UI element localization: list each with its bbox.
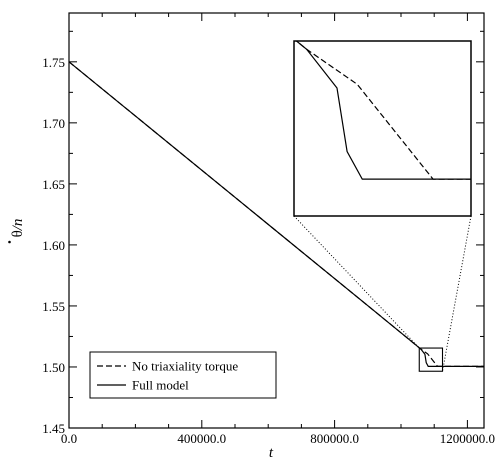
y-tick-label: 1.55 <box>42 299 65 314</box>
legend-label: Full model <box>132 378 189 393</box>
legend-box <box>89 351 277 399</box>
x-tick-label: 1200000.0 <box>440 431 495 446</box>
y-axis: 1.45 1.50 1.55 1.60 1.65 1.70 1.75 <box>42 30 484 436</box>
x-tick-label: 400000.0 <box>177 431 226 446</box>
y-axis-label-rest: /n <box>10 219 26 232</box>
y-axis-label: θ/n <box>8 219 26 244</box>
x-axis-label: t <box>269 445 274 460</box>
y-tick-label: 1.75 <box>42 55 65 70</box>
y-tick-label: 1.45 <box>42 421 65 436</box>
x-tick-label: 0.0 <box>61 431 77 446</box>
main-plot <box>68 12 485 429</box>
series-line-full-model <box>68 61 484 367</box>
inset-frame <box>293 40 472 217</box>
y-tick-label: 1.70 <box>42 116 65 131</box>
y-axis-label-theta: θ <box>10 230 26 237</box>
series-line-no-triaxiality-torque <box>295 41 471 180</box>
x-axis: 0.0 400000.0 800000.0 1200000.0 <box>61 13 495 446</box>
zoom-connector-left <box>293 215 420 349</box>
x-tick-label: 800000.0 <box>310 431 359 446</box>
y-tick-label: 1.65 <box>42 177 65 192</box>
y-tick-label: 1.50 <box>42 360 65 375</box>
y-axis-label-dot <box>8 240 11 244</box>
zoom-indicator <box>293 215 472 372</box>
y-tick-label: 1.60 <box>42 238 65 253</box>
legend: No triaxiality torque Full model <box>89 351 277 399</box>
zoom-box <box>418 347 444 372</box>
zoom-connector-right <box>442 215 472 372</box>
legend-label: No triaxiality torque <box>132 359 238 374</box>
svg-text:θ/n: θ/n <box>10 219 26 238</box>
plot-frame <box>68 12 485 429</box>
series-line-full-model <box>295 41 471 180</box>
series-layer <box>68 61 484 367</box>
inset-plot <box>293 40 472 217</box>
